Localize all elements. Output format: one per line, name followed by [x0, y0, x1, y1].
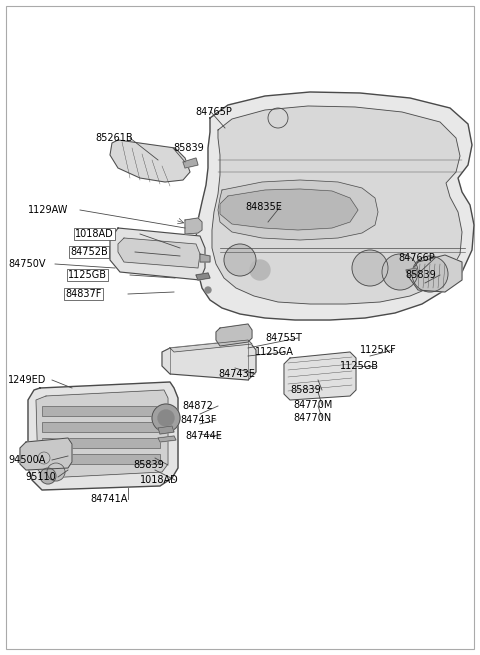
Text: 1018AD: 1018AD	[140, 475, 179, 485]
Text: 84752B: 84752B	[70, 247, 108, 257]
Bar	[42, 454, 160, 464]
Text: 84766P: 84766P	[398, 253, 435, 263]
Text: 1125GB: 1125GB	[340, 361, 379, 371]
Circle shape	[412, 256, 448, 292]
Text: 85839: 85839	[405, 270, 436, 280]
Bar	[42, 422, 160, 432]
Text: 84743F: 84743F	[180, 415, 216, 425]
Polygon shape	[28, 382, 178, 490]
Circle shape	[250, 260, 270, 280]
Polygon shape	[110, 228, 205, 280]
Text: 84835E: 84835E	[245, 202, 282, 212]
Circle shape	[40, 468, 56, 484]
Polygon shape	[158, 436, 176, 442]
Text: 85839: 85839	[133, 460, 164, 470]
Bar	[42, 406, 160, 416]
Polygon shape	[118, 238, 200, 268]
Polygon shape	[408, 255, 462, 292]
Text: 1125GA: 1125GA	[255, 347, 294, 357]
Text: 84741A: 84741A	[90, 494, 127, 504]
Polygon shape	[183, 158, 198, 168]
Text: 85839: 85839	[290, 385, 321, 395]
Polygon shape	[36, 390, 168, 478]
Circle shape	[352, 250, 388, 286]
Text: 1125GB: 1125GB	[68, 270, 107, 280]
Polygon shape	[196, 273, 210, 280]
Polygon shape	[220, 189, 358, 230]
Circle shape	[224, 244, 256, 276]
Text: 1249ED: 1249ED	[8, 375, 47, 385]
Polygon shape	[162, 340, 256, 380]
Text: 1018AD: 1018AD	[75, 229, 114, 239]
Text: 84744E: 84744E	[185, 431, 222, 441]
Circle shape	[158, 410, 174, 426]
Circle shape	[38, 452, 50, 464]
Polygon shape	[216, 324, 252, 346]
Polygon shape	[196, 92, 474, 320]
Text: 84770M: 84770M	[293, 400, 332, 410]
Polygon shape	[284, 352, 356, 400]
Text: 85839: 85839	[173, 143, 204, 153]
Text: 85261B: 85261B	[95, 133, 132, 143]
Text: 1125KF: 1125KF	[360, 345, 397, 355]
Text: 95110: 95110	[25, 472, 56, 482]
Text: 94500A: 94500A	[8, 455, 46, 465]
Polygon shape	[110, 140, 190, 182]
Circle shape	[205, 287, 211, 293]
Polygon shape	[212, 106, 462, 304]
Polygon shape	[185, 218, 202, 234]
Polygon shape	[170, 340, 252, 352]
Circle shape	[382, 254, 418, 290]
Circle shape	[47, 463, 65, 481]
Polygon shape	[218, 180, 378, 240]
Text: 84837F: 84837F	[65, 289, 101, 299]
Text: 84872: 84872	[182, 401, 213, 411]
Text: 84770N: 84770N	[293, 413, 331, 423]
Text: 84750V: 84750V	[8, 259, 46, 269]
Polygon shape	[20, 438, 72, 470]
Polygon shape	[406, 268, 418, 276]
Bar	[42, 438, 160, 448]
Text: 84755T: 84755T	[265, 333, 302, 343]
Text: 84743E: 84743E	[218, 369, 255, 379]
Polygon shape	[200, 254, 210, 262]
Text: 1129AW: 1129AW	[28, 205, 68, 215]
Text: 84765P: 84765P	[195, 107, 232, 117]
Circle shape	[152, 404, 180, 432]
Polygon shape	[158, 426, 174, 434]
